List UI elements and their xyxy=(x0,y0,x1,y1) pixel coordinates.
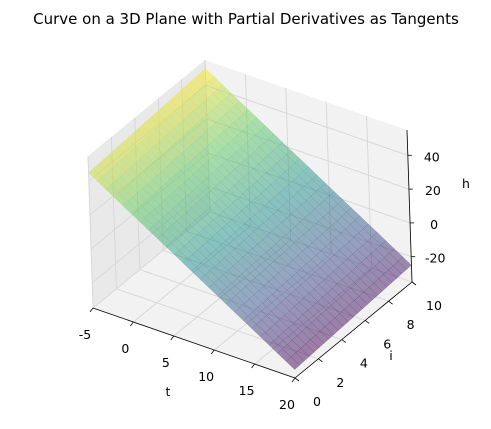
x-tick-mark xyxy=(210,349,215,355)
y-tick-mark xyxy=(341,339,347,343)
z-tick-label: 40 xyxy=(424,149,440,164)
y-tick-label: 10 xyxy=(426,298,442,313)
y-tick-mark xyxy=(318,358,323,363)
z-tick-label: 20 xyxy=(425,183,441,198)
y-tick-label: 0 xyxy=(313,394,321,409)
x-axis-line xyxy=(92,307,296,379)
y-tick-label: 6 xyxy=(383,336,391,351)
y-tick-mark xyxy=(388,300,393,305)
x-tick-label: 15 xyxy=(239,383,255,398)
z-tick-label: 0 xyxy=(430,217,438,232)
y-tick-label: 4 xyxy=(360,356,368,371)
y-tick-label: 2 xyxy=(336,375,344,390)
z-tick-label: -20 xyxy=(425,251,445,266)
y-axis-label: i xyxy=(389,348,392,363)
x-tick-mark xyxy=(89,307,94,313)
y-tick-mark xyxy=(411,281,417,286)
x-tick-label: 20 xyxy=(279,397,295,412)
chart-title: Curve on a 3D Plane with Partial Derivat… xyxy=(33,10,459,28)
x-tick-label: -5 xyxy=(79,327,91,342)
x-tick-label: 0 xyxy=(121,341,129,356)
x-tick-mark xyxy=(130,321,134,327)
y-tick-mark xyxy=(294,377,300,382)
z-axis-label: h xyxy=(462,176,470,191)
x-tick-mark xyxy=(291,377,296,383)
x-tick-mark xyxy=(251,363,255,369)
surface-plot xyxy=(88,68,412,370)
y-tick-mark xyxy=(364,320,370,324)
y-tick-label: 8 xyxy=(407,317,415,332)
grid-line-z-back xyxy=(205,84,408,156)
x-tick-label: 10 xyxy=(198,369,214,384)
x-tick-label: 5 xyxy=(162,355,170,370)
x-axis-label: t xyxy=(166,384,171,399)
x-tick-mark xyxy=(170,335,175,341)
y-axis-line xyxy=(294,281,413,379)
